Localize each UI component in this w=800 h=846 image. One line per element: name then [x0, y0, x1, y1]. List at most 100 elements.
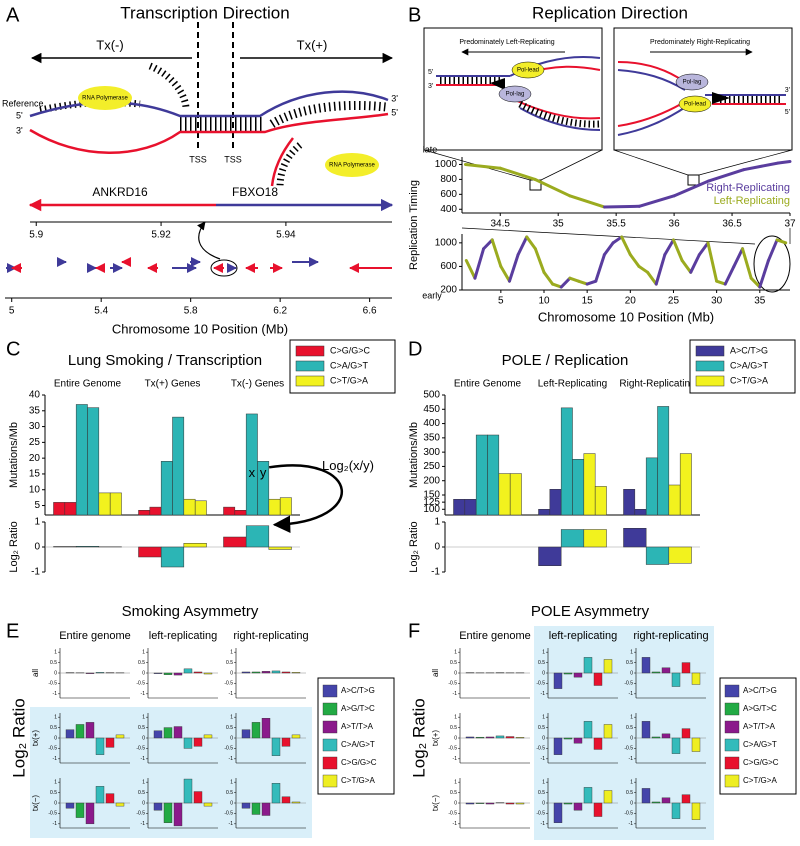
- x-tick-label: 35: [754, 296, 766, 307]
- bar: [634, 509, 647, 516]
- y-tick-label: 0: [230, 735, 233, 741]
- timing-segment: [758, 259, 770, 289]
- y-axis-label: Mutations/Mb: [8, 422, 20, 488]
- y-tick-label: 1: [454, 649, 457, 655]
- timing-segment: [663, 238, 675, 257]
- timing-segment: [585, 279, 598, 286]
- y-tick-label: 5: [34, 500, 40, 511]
- legend-label: C>T/G>A: [330, 375, 368, 385]
- row-label: tx(+): [431, 730, 440, 747]
- bar: [583, 657, 593, 674]
- timing-segment: [749, 276, 762, 289]
- strand: [514, 99, 601, 120]
- ratio-bar: [645, 546, 670, 565]
- y-tick-label: 0.5: [626, 660, 633, 666]
- bar: [85, 802, 95, 825]
- group-label: Right-Replicating: [619, 379, 695, 390]
- strand-end: 5': [391, 107, 398, 117]
- y-tick-label: 0: [230, 800, 233, 806]
- legend-swatch: [295, 345, 325, 357]
- bar: [251, 802, 261, 815]
- strand-end: 5': [16, 110, 23, 120]
- legend-swatch: [322, 774, 338, 788]
- bar: [172, 416, 185, 516]
- y-tick-label: 100: [423, 504, 440, 515]
- legend-label: C>A/G>T: [330, 360, 369, 370]
- polymerase: [675, 73, 709, 91]
- bar: [183, 778, 193, 804]
- row-label: tx(−): [31, 795, 40, 812]
- bar: [173, 672, 183, 676]
- legend-swatch: [724, 684, 740, 698]
- inset-title: Predominately Right-Replicating: [650, 39, 750, 46]
- y-tick-label: 0.5: [138, 790, 145, 796]
- legend-label: Left-Replicating: [714, 195, 790, 207]
- y-tick-label: -0.5: [136, 681, 145, 687]
- x-tick-label: 5.4: [94, 306, 108, 317]
- bar: [281, 671, 291, 674]
- bar: [281, 796, 291, 804]
- ratio-bar: [75, 546, 100, 548]
- y-tick-label: -1: [229, 821, 234, 827]
- legend-label: C>G/G>C: [330, 345, 371, 355]
- bar: [563, 737, 573, 740]
- panel-title: Replication Direction: [532, 3, 688, 22]
- y-tick-label: 0: [454, 735, 457, 741]
- ratio-bar: [583, 529, 607, 548]
- y-tick-label: -1: [431, 567, 440, 578]
- bar: [641, 657, 651, 674]
- bar: [53, 502, 66, 516]
- bar: [109, 492, 122, 516]
- y-tick-label: 0.5: [626, 725, 633, 731]
- polymerase: [498, 85, 532, 103]
- bar: [495, 735, 505, 739]
- column-label: right-replicating: [233, 630, 308, 642]
- bar: [193, 737, 203, 747]
- bar: [279, 497, 292, 516]
- y-axis-label: Log₂ Ratio: [9, 698, 28, 777]
- annotation: y: [260, 465, 267, 480]
- y-tick-label: 0: [34, 542, 40, 553]
- y-tick-label: 200: [440, 285, 457, 296]
- polymerase-label: Pol-lag: [506, 92, 525, 98]
- bar: [173, 802, 183, 827]
- bar: [603, 790, 613, 804]
- bar: [679, 453, 692, 516]
- polymerase-label: Pol-lead: [684, 102, 706, 108]
- strand-end: 3': [16, 125, 23, 135]
- base-pairs: [148, 62, 190, 109]
- column-label: Entire genome: [459, 630, 531, 642]
- ratio-bar: [560, 529, 585, 548]
- y-tick-label: 250: [423, 461, 440, 472]
- y-tick-label: 600: [440, 261, 457, 272]
- bar: [65, 729, 75, 739]
- timing-segment: [680, 259, 693, 274]
- bar: [257, 461, 270, 516]
- y-tick-label: -1: [141, 691, 146, 697]
- bar: [573, 672, 583, 678]
- bar: [153, 802, 163, 811]
- y-tick-label: 1: [542, 649, 545, 655]
- legend-label: C>A/G>T: [341, 740, 375, 749]
- timing-segment: [490, 238, 503, 268]
- zoom-line: [698, 149, 793, 176]
- gene-label: ANKRD16: [92, 185, 148, 199]
- y-tick-label: 0.5: [538, 725, 545, 731]
- bar: [560, 407, 573, 516]
- timing-segment: [464, 259, 477, 280]
- y-tick-label: 0.5: [226, 660, 233, 666]
- y-tick-label: 0: [630, 800, 633, 806]
- bar: [691, 737, 701, 752]
- legend-box: [719, 677, 797, 795]
- bar: [241, 802, 251, 809]
- strand: [519, 107, 601, 131]
- base-pairs: [518, 100, 601, 128]
- strand-end: 3': [428, 83, 433, 90]
- bar: [691, 672, 701, 685]
- timing-segment: [516, 235, 529, 257]
- y-tick-label: 0: [630, 670, 633, 676]
- y-tick-label: 1: [630, 779, 633, 785]
- bar: [553, 802, 563, 823]
- x-tick-label: 5.94: [276, 230, 296, 241]
- bar: [593, 737, 603, 750]
